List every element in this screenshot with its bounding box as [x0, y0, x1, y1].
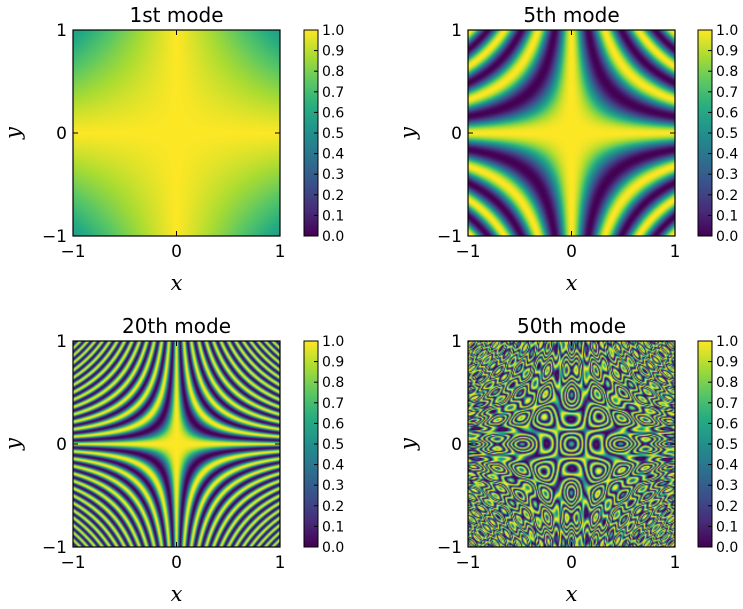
colorbar — [304, 30, 318, 236]
x-tick-label: 1 — [275, 242, 286, 262]
colorbar-tick-label: 0.3 — [322, 478, 344, 494]
x-tick-label: −1 — [455, 242, 480, 262]
chart-panel: 1st mode −1 0 1 −1 0 1 x y 0.0 0.1 0.2 0.3 0.4 0.5 0.6 0… — [1, 3, 344, 295]
x-tick-label: −1 — [455, 553, 480, 573]
y-tick-label: 1 — [451, 21, 462, 41]
x-axis-label: x — [566, 582, 578, 606]
y-tick-label: −1 — [42, 227, 67, 247]
colorbar-tick-label: 0.3 — [322, 167, 344, 183]
colorbar-tick-label: 0.3 — [716, 167, 738, 183]
x-axis-label: x — [171, 271, 183, 295]
colorbar-tick-label: 0.5 — [716, 437, 738, 453]
colorbar-tick-label: 0.9 — [322, 44, 344, 60]
colorbar — [698, 341, 712, 547]
colorbar-tick-label: 0.5 — [716, 126, 738, 142]
colorbar-tick-label: 1.0 — [322, 23, 344, 39]
x-tick-label: −1 — [60, 242, 85, 262]
y-axis-label: y — [396, 126, 420, 140]
colorbar-tick-label: 0.9 — [322, 355, 344, 371]
y-tick-label: 0 — [451, 124, 462, 144]
y-tick-label: 1 — [56, 332, 67, 352]
x-tick-label: 1 — [670, 242, 681, 262]
x-tick-label: 0 — [566, 553, 577, 573]
colorbar-tick-label: 0.2 — [322, 188, 344, 204]
x-tick-label: 0 — [171, 553, 182, 573]
colorbar-tick-label: 0.8 — [716, 375, 738, 391]
y-tick-label: −1 — [437, 227, 462, 247]
colorbar-tick-label: 1.0 — [716, 334, 738, 350]
colorbar-tick-label: 0.2 — [322, 499, 344, 515]
colorbar-tick-label: 0.3 — [716, 478, 738, 494]
y-tick-label: 1 — [451, 332, 462, 352]
x-tick-label: 0 — [171, 242, 182, 262]
panel-title: 20th mode — [122, 314, 231, 338]
heatmap-image — [468, 30, 675, 236]
colorbar-tick-label: 0.6 — [322, 416, 344, 432]
colorbar-tick-label: 0.5 — [322, 437, 344, 453]
x-axis-label: x — [566, 271, 578, 295]
colorbar-tick-label: 0.7 — [716, 396, 738, 412]
colorbar-tick-label: 0.1 — [716, 519, 738, 535]
colorbar-tick-label: 0.9 — [716, 44, 738, 60]
colorbar-tick-label: 0.6 — [716, 416, 738, 432]
colorbar-tick-label: 0.1 — [322, 208, 344, 224]
colorbar-tick-label: 0.9 — [716, 355, 738, 371]
x-tick-label: −1 — [60, 553, 85, 573]
chart-panel: 50th mode −1 0 1 −1 0 1 x y 0.0 0.1 0.2 0.3 0.4 0.5 0.6… — [396, 314, 738, 606]
panel-title: 1st mode — [129, 3, 223, 27]
x-tick-label: 1 — [275, 553, 286, 573]
colorbar-tick-label: 0.1 — [716, 208, 738, 224]
y-axis-label: y — [396, 437, 420, 451]
colorbar-tick-label: 0.8 — [716, 64, 738, 80]
colorbar-tick-label: 0.7 — [322, 396, 344, 412]
colorbar-tick-label: 0.5 — [322, 126, 344, 142]
colorbar-tick-label: 0.8 — [322, 375, 344, 391]
colorbar-tick-label: 0.2 — [716, 188, 738, 204]
x-axis-label: x — [171, 582, 183, 606]
panel-title: 50th mode — [517, 314, 626, 338]
colorbar-tick-label: 0.1 — [322, 519, 344, 535]
colorbar-tick-label: 0.4 — [322, 458, 344, 474]
y-tick-label: −1 — [42, 538, 67, 558]
x-tick-label: 1 — [670, 553, 681, 573]
colorbar-tick-label: 0.4 — [322, 147, 344, 163]
colorbar-tick-label: 0.0 — [716, 229, 738, 245]
chart-panel: 5th mode −1 0 1 −1 0 1 x y 0.0 0.1 0.2 0.3 0.4 0.5 0.6 0… — [396, 3, 738, 295]
heatmap-image — [468, 341, 675, 547]
y-tick-label: −1 — [437, 538, 462, 558]
x-tick-label: 0 — [566, 242, 577, 262]
colorbar-tick-label: 0.6 — [322, 105, 344, 121]
colorbar-tick-label: 0.7 — [716, 85, 738, 101]
colorbar-tick-label: 0.0 — [322, 229, 344, 245]
chart-panel: 20th mode −1 0 1 −1 0 1 x y 0.0 0.1 0.2 0.3 0.4 0.5 0.6… — [1, 314, 344, 606]
panel-title: 5th mode — [523, 3, 619, 27]
colorbar-tick-label: 1.0 — [716, 23, 738, 39]
colorbar-tick-label: 0.0 — [716, 540, 738, 556]
colorbar-tick-label: 0.2 — [716, 499, 738, 515]
y-tick-label: 0 — [451, 435, 462, 455]
colorbar-tick-label: 0.7 — [322, 85, 344, 101]
colorbar-tick-label: 0.4 — [716, 458, 738, 474]
y-axis-label: y — [1, 126, 25, 140]
heatmap-image — [73, 341, 280, 547]
colorbar-tick-label: 0.0 — [322, 540, 344, 556]
heatmap-image — [73, 30, 280, 236]
y-axis-label: y — [1, 437, 25, 451]
y-tick-label: 0 — [56, 435, 67, 455]
colorbar — [304, 341, 318, 547]
colorbar-tick-label: 1.0 — [322, 334, 344, 350]
y-tick-label: 0 — [56, 124, 67, 144]
colorbar-tick-label: 0.8 — [322, 64, 344, 80]
colorbar — [698, 30, 712, 236]
y-tick-label: 1 — [56, 21, 67, 41]
colorbar-tick-label: 0.6 — [716, 105, 738, 121]
colorbar-tick-label: 0.4 — [716, 147, 738, 163]
